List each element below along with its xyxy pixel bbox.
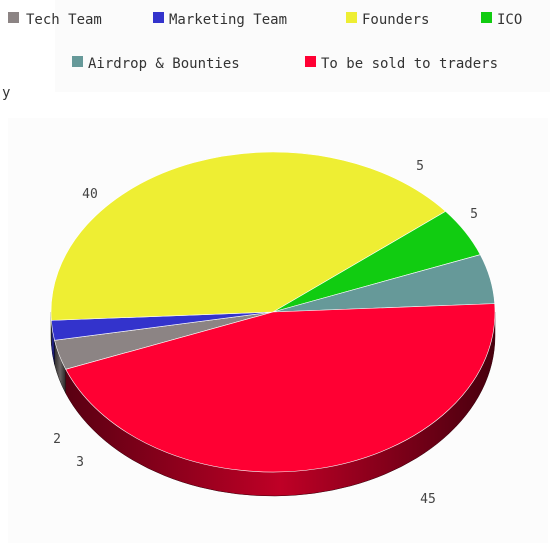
legend: Tech Team Marketing Team Founders ICO Airdro… xyxy=(8,12,522,72)
pie xyxy=(50,151,496,497)
legend-label-airdrop-and-bounties: Airdrop & Bounties xyxy=(88,56,240,72)
value-label-ico: 5 xyxy=(416,159,424,174)
legend-swatch-founders xyxy=(346,12,357,23)
value-labels: 32 40 5 5 45 xyxy=(53,159,478,507)
value-label-to-be-sold-to-traders: 45 xyxy=(420,492,436,507)
legend-label-tech-team: Tech Team xyxy=(26,12,102,28)
value-label-airdrop-and-bounties: 5 xyxy=(470,207,478,222)
legend-swatch-airdrop-and-bounties xyxy=(72,56,83,67)
value-label-marketing-team: 2 xyxy=(53,432,61,447)
legend-label-founders: Founders xyxy=(362,12,429,28)
legend-swatch-ico xyxy=(481,12,492,23)
value-label-founders: 40 xyxy=(82,187,98,202)
legend-label-to-be-sold-to-traders: To be sold to traders xyxy=(321,56,498,72)
pie-slice-founders xyxy=(50,151,447,321)
stray-label: y xyxy=(2,85,10,101)
legend-panel xyxy=(55,0,550,92)
legend-label-marketing-team: Marketing Team xyxy=(169,12,287,28)
legend-swatch-marketing-team xyxy=(153,12,164,23)
legend-swatch-to-be-sold-to-traders xyxy=(305,56,316,67)
value-label-tech-team: 3 xyxy=(76,455,84,470)
pie-slice-to-be-sold-to-traders xyxy=(65,303,496,473)
legend-label-ico: ICO xyxy=(497,12,522,28)
pie-top-faces xyxy=(50,151,496,473)
legend-swatch-tech-team xyxy=(8,12,19,23)
